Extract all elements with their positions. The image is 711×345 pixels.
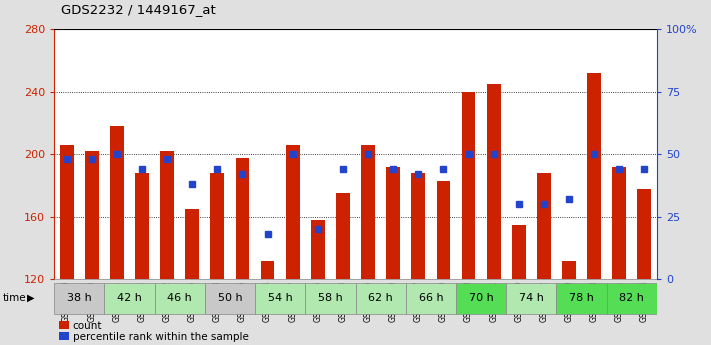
- Bar: [54, 283, 105, 314]
- Legend: count, percentile rank within the sample: count, percentile rank within the sample: [59, 321, 249, 342]
- Bar: [110, 126, 124, 279]
- Bar: [235, 158, 250, 279]
- Bar: [587, 73, 601, 279]
- Bar: [557, 283, 606, 314]
- Bar: [356, 283, 406, 314]
- Bar: [406, 283, 456, 314]
- Bar: [286, 145, 299, 279]
- Bar: [612, 167, 626, 279]
- Bar: [487, 84, 501, 279]
- Bar: [336, 194, 350, 279]
- Bar: [186, 209, 199, 279]
- Text: ▶: ▶: [27, 293, 35, 303]
- Bar: [437, 181, 450, 279]
- Text: 66 h: 66 h: [419, 293, 443, 303]
- Bar: [461, 92, 476, 279]
- Bar: [261, 261, 274, 279]
- Bar: [638, 189, 651, 279]
- Bar: [255, 283, 305, 314]
- Text: 70 h: 70 h: [469, 293, 493, 303]
- Bar: [210, 173, 224, 279]
- Bar: [606, 283, 657, 314]
- Bar: [135, 173, 149, 279]
- Bar: [537, 173, 551, 279]
- Text: 38 h: 38 h: [67, 293, 92, 303]
- Bar: [85, 151, 99, 279]
- Bar: [160, 151, 174, 279]
- Bar: [456, 283, 506, 314]
- Text: 74 h: 74 h: [519, 293, 544, 303]
- Text: 58 h: 58 h: [318, 293, 343, 303]
- Bar: [305, 283, 356, 314]
- Bar: [311, 220, 325, 279]
- Text: 78 h: 78 h: [570, 293, 594, 303]
- Text: 46 h: 46 h: [167, 293, 192, 303]
- Bar: [205, 283, 255, 314]
- Bar: [386, 167, 400, 279]
- Bar: [154, 283, 205, 314]
- Bar: [60, 145, 73, 279]
- Text: 50 h: 50 h: [218, 293, 242, 303]
- Text: time: time: [3, 293, 26, 303]
- Bar: [361, 145, 375, 279]
- Bar: [506, 283, 557, 314]
- Text: GDS2232 / 1449167_at: GDS2232 / 1449167_at: [61, 3, 216, 17]
- Bar: [412, 173, 425, 279]
- Text: 54 h: 54 h: [268, 293, 292, 303]
- Bar: [562, 261, 576, 279]
- Text: 62 h: 62 h: [368, 293, 393, 303]
- Bar: [105, 283, 154, 314]
- Text: 82 h: 82 h: [619, 293, 644, 303]
- Text: 42 h: 42 h: [117, 293, 141, 303]
- Bar: [512, 225, 525, 279]
